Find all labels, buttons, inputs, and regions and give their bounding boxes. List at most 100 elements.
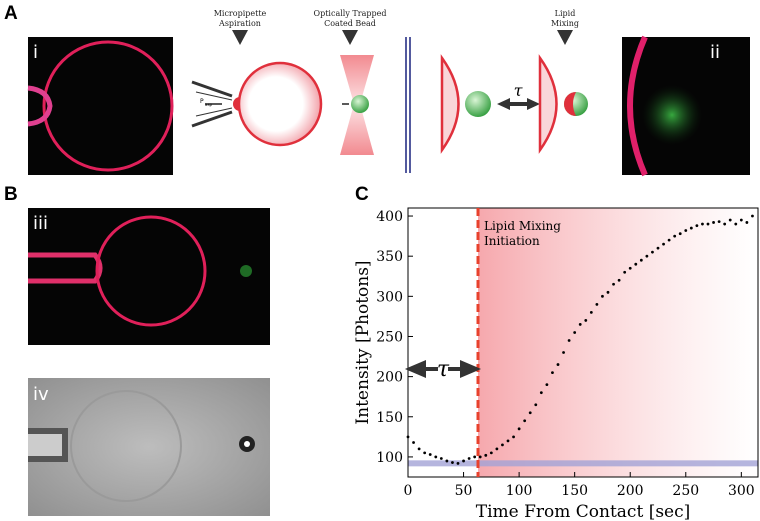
data-point [739,218,743,222]
data-point [662,242,665,246]
data-point [584,319,588,322]
panel-label: C [355,184,369,205]
tau-arrow [404,359,482,379]
data-point [456,461,460,465]
pressure-label: P [200,98,204,105]
x-tick-label: 100 [506,483,533,499]
data-point [717,220,721,224]
data-point [712,221,715,224]
tau-label: τ [437,357,450,382]
data-point [595,302,599,306]
image-label: iv [33,384,49,405]
data-point [567,339,571,342]
data-point [706,222,710,226]
y-tick-label: 350 [376,249,403,265]
x-tick-label: 300 [728,483,755,499]
data-point [667,238,671,242]
diagram-label: Aspiration [218,19,261,28]
annotation: Initiation [484,234,540,248]
data-point [656,246,660,250]
data-point [534,403,538,407]
baseline-band [408,460,758,467]
data-point [551,371,554,375]
data-point [528,411,532,415]
x-axis-label: Time From Contact [sec] [476,502,691,521]
x-tick-label: 200 [617,483,644,499]
y-axis-label: Intensity [Photons] [353,260,373,424]
y-tick-label: 100 [376,450,403,466]
image-label: iii [33,213,48,234]
data-point [678,232,682,236]
diagram-label: Micropipette [214,9,267,18]
data-point [467,457,471,460]
annotation: Lipid Mixing [484,219,561,233]
data-point [695,224,699,228]
y-tick-label: 300 [376,289,403,305]
data-point [617,278,621,282]
data-point [478,455,482,459]
data-point [501,443,504,447]
diagram-label: Lipid [555,9,576,18]
data-point [734,222,738,226]
data-point [639,258,643,262]
data-point [445,459,449,463]
micrograph [27,37,174,175]
data-point [523,419,527,423]
data-point [545,383,549,387]
data-point [562,351,565,354]
data-point [417,447,421,451]
data-point [645,254,649,258]
data-point [484,453,488,457]
data-point [673,234,677,238]
data-point [728,218,732,222]
x-tick-label: 0 [404,483,413,499]
data-point [723,222,727,226]
micrograph [28,208,270,345]
data-point [462,459,465,463]
diagram-label: Mixing [551,19,579,28]
data-point [439,457,443,460]
data-point [473,455,477,459]
micrograph [622,35,750,177]
data-point [556,363,560,366]
y-tick-label: 150 [376,410,403,426]
panel-label: B [4,184,18,205]
data-point [412,441,415,444]
diagram-label: Optically Trapped [314,9,387,18]
data-point [651,250,654,254]
data-point [628,266,632,270]
data-point [623,270,627,274]
x-tick-label: 50 [455,483,473,499]
data-point [606,290,610,294]
data-point [428,453,432,456]
data-point [539,391,543,395]
x-tick-label: 250 [672,483,699,499]
data-point [573,331,577,334]
x-tick-label: 150 [561,483,588,499]
data-point [406,435,410,439]
panel-label: A [4,3,18,24]
y-tick-label: 250 [376,329,403,345]
data-point [634,262,638,266]
y-tick-label: 400 [376,209,403,225]
data-point [689,226,693,230]
data-point [517,427,521,431]
data-point [434,455,438,459]
data-point [751,214,754,218]
data-point [578,323,582,326]
data-point [684,229,688,232]
diagram [191,30,588,173]
pressure-subscript: asp [205,102,213,107]
data-point [701,222,704,226]
data-point [612,282,615,286]
plot: 100 150 200 250 300 350 400 0 50 100 150 200 250 300 L… [353,207,759,521]
data-point [601,294,604,298]
y-tick-label: 200 [376,370,403,386]
data-point [589,310,593,314]
data-point [423,451,427,455]
diagram-label: Coated Bead [324,19,376,28]
image-label: ii [710,42,720,63]
micrograph [28,378,270,516]
shaded-region [478,208,758,477]
